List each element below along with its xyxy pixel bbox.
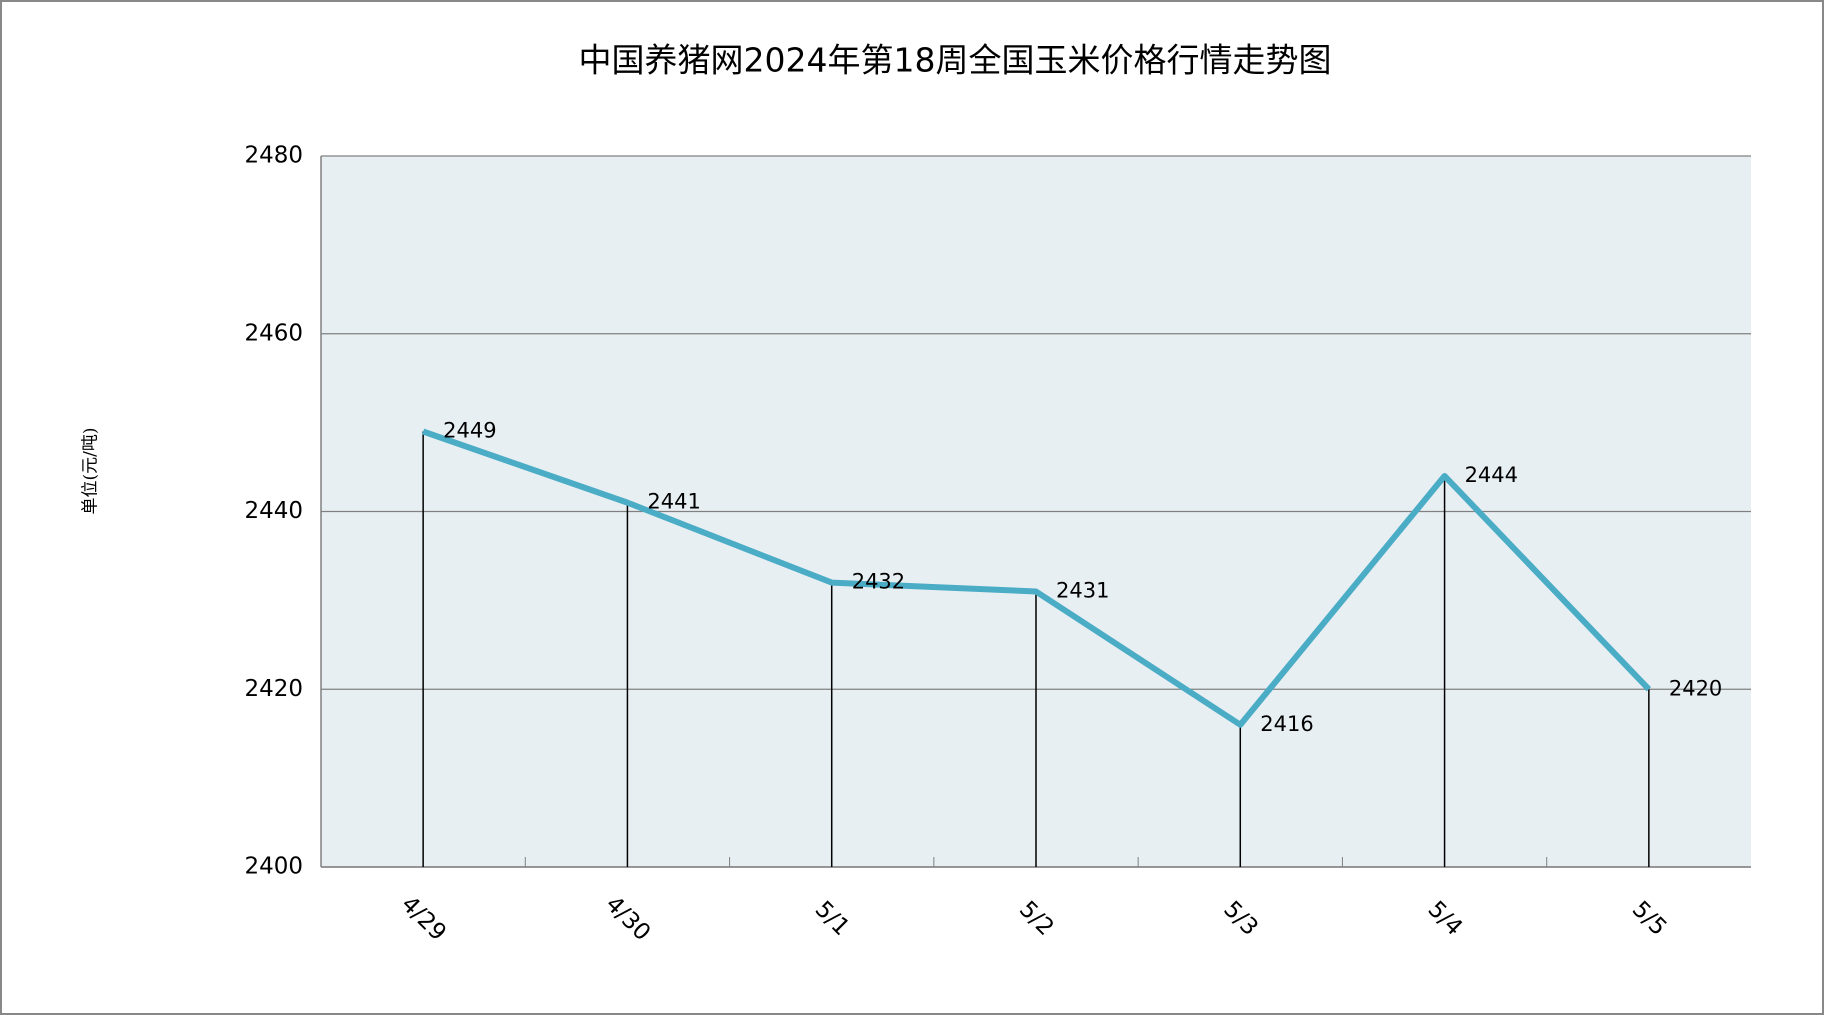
y-tick-label: 2440	[244, 498, 303, 524]
data-label: 2416	[1260, 712, 1313, 736]
data-label: 2431	[1056, 578, 1109, 602]
y-axis-label: 单位(元/吨)	[81, 428, 101, 515]
y-tick-label: 2400	[244, 854, 303, 880]
data-label: 2432	[852, 570, 905, 594]
y-tick-label: 2420	[244, 676, 303, 702]
y-tick-label: 2480	[244, 143, 303, 169]
data-label: 2441	[647, 490, 700, 514]
y-tick-label: 2460	[244, 320, 303, 346]
chart-title: 中国养猪网2024年第18周全国玉米价格行情走势图	[579, 41, 1332, 80]
series-line	[422, 428, 1652, 728]
data-label: 2449	[443, 419, 496, 443]
data-label: 2444	[1465, 463, 1518, 487]
data-label: 2420	[1669, 676, 1722, 700]
